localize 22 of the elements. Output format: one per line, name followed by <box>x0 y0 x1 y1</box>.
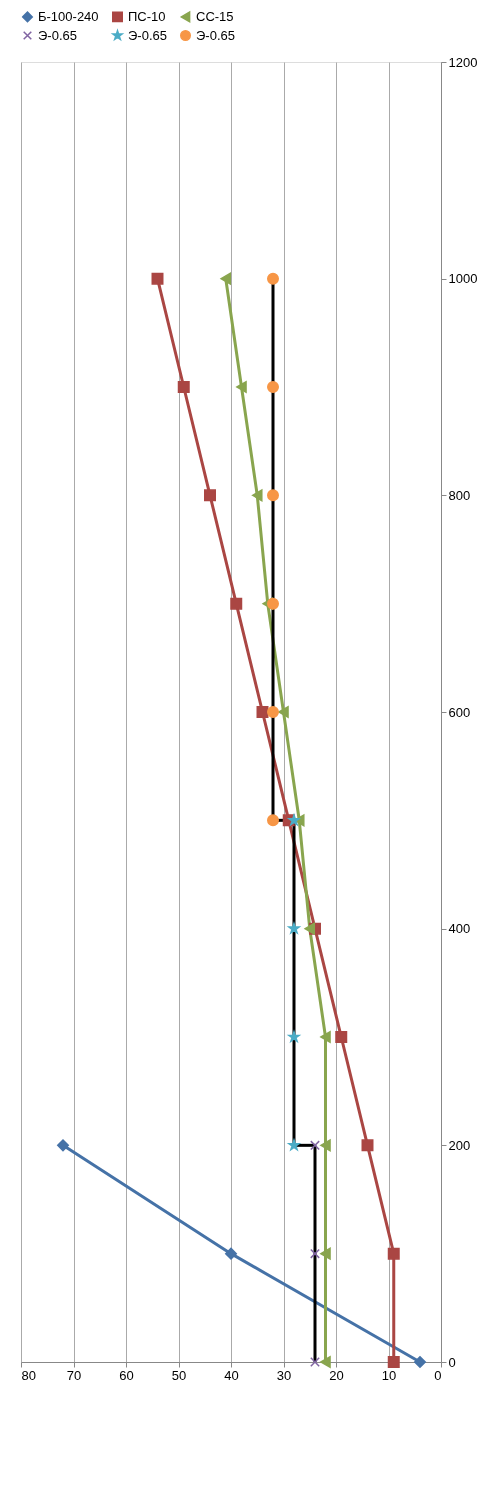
y-tick-label: 400 <box>448 921 471 937</box>
x-tick-label: 30 <box>276 1367 292 1383</box>
legend-label: Э-0.65 <box>38 27 77 43</box>
x-tick-label: 0 <box>434 1367 442 1383</box>
y-tick-label: 0 <box>448 1354 456 1370</box>
x-tick-label: 40 <box>224 1367 239 1383</box>
y-tick-label: 1000 <box>448 271 478 287</box>
x-tick-label: 60 <box>119 1367 134 1383</box>
legend-label: СС-15 <box>196 8 234 24</box>
x-tick-label: 80 <box>21 1367 36 1383</box>
y-tick-label: 600 <box>448 704 471 720</box>
legend-label: ПС-10 <box>128 8 166 24</box>
y-tick-label: 200 <box>448 1137 471 1153</box>
x-tick-label: 20 <box>329 1367 344 1383</box>
x-tick-label: 50 <box>171 1367 187 1383</box>
legend-label: Э-0.65 <box>196 27 235 43</box>
legend-label: Э-0.65 <box>128 27 167 43</box>
legend-label: Б-100-240 <box>38 8 99 24</box>
y-tick-label: 1200 <box>448 54 478 70</box>
x-tick-label: 10 <box>381 1367 397 1383</box>
x-tick-label: 70 <box>66 1367 82 1383</box>
y-tick-label: 800 <box>448 487 471 503</box>
